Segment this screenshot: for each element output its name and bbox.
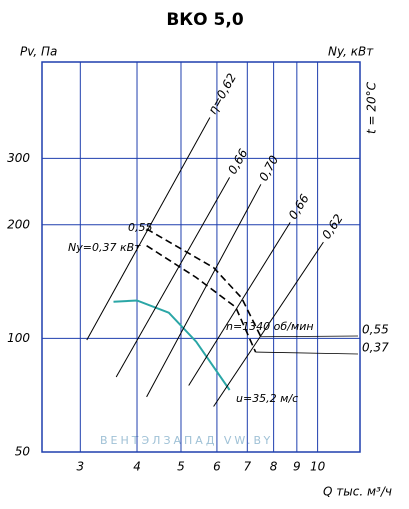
x-tick-label: 7 [243,460,251,474]
curve [188,222,291,386]
y2-axis-label: Ny, кВт [328,45,374,59]
y-tick-label: 300 [7,151,30,165]
x-tick-label: 5 [177,460,185,474]
leader [255,351,359,355]
watermark: ВЕНТЭЛЗАПАД VW.BY [100,434,273,447]
curve-label: 0,37 [362,341,389,355]
plot-frame [41,61,361,453]
x-tick-label: 4 [133,460,141,474]
efficiency-label: η=0,62 [205,71,239,117]
curve [115,177,231,378]
curve [86,117,211,341]
x-tick-label: 6 [213,460,221,474]
curve [146,245,257,353]
curve [113,299,231,391]
y-tick-label: 200 [7,217,30,231]
leader [260,335,359,338]
x-tick-label: 3 [76,460,84,474]
curve [146,184,262,398]
y-tick-label: 100 [7,331,30,345]
x-tick-label: 10 [310,460,326,474]
efficiency-label: 0,70 [256,153,281,183]
x-tick-label: 9 [293,460,301,474]
chart-title: ВКО 5,0 [166,10,244,30]
y-tick-label: 50 [15,445,31,459]
x-tick-label: 8 [270,460,278,474]
y-axis-label: Pv, Па [20,45,57,59]
side-note: t = 20°C [365,81,379,134]
curve-label: 0,55 [362,323,389,337]
annotation: Ny=0,37 кВт [68,241,141,254]
efficiency-label: 0,62 [319,212,345,242]
annotation: u=35,2 м/с [236,392,298,405]
annotation: n=1340 об/мин [226,320,314,333]
efficiency-label: 0,66 [286,191,312,221]
curve [213,241,324,407]
x-axis-label: Q тыс. м³/ч [323,485,392,499]
curve [146,228,262,338]
annotation: 0,55 [128,221,153,234]
